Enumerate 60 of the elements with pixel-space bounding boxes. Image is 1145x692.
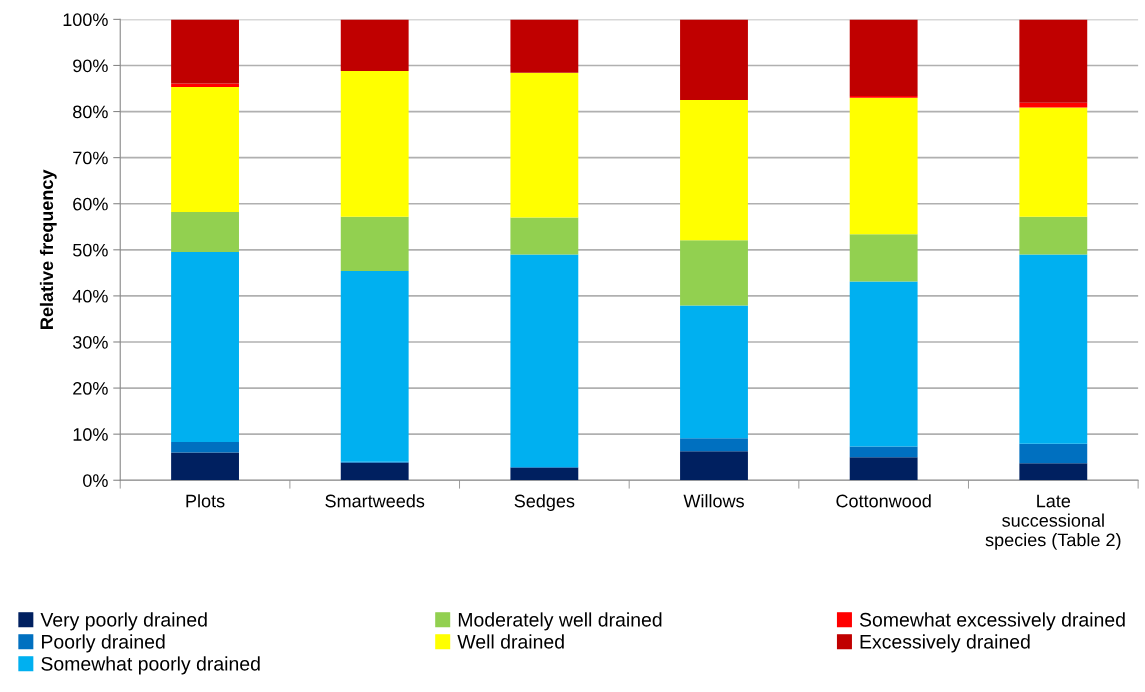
bar [680,100,748,241]
bar [340,19,409,71]
y-tick-label: 0% [83,474,108,487]
bar [171,252,239,442]
bar [510,467,579,481]
x-tick-label: Plots [186,494,225,508]
bar [171,83,239,88]
y-tick-label: 30% [72,335,108,349]
bar [849,457,918,481]
y-tick-label: 10% [73,428,108,441]
legend-label: Excessively drained [860,634,1030,653]
bar [680,240,748,306]
x-tick-label: Sedges [514,494,575,511]
bar [171,442,239,453]
bar [849,19,918,96]
x-tick-label: Cottonwood [836,494,931,508]
y-axis-title: Relative frequency [39,169,57,329]
y-tick-label: 80% [73,105,108,119]
bar [680,305,748,439]
legend-label: Somewhat poorly drained [41,656,260,675]
bar [510,254,579,467]
y-tick-label: 100% [63,13,108,27]
x-tick-label: Smartweeds [325,494,425,508]
y-tick-label: 60% [73,197,108,211]
bar [680,451,748,481]
bar [849,281,918,447]
x-tick-label: Late successional species (Table 2) [985,494,1121,550]
bar [510,72,579,218]
bar [1019,443,1088,464]
bar [510,19,579,73]
bar [171,452,239,481]
bar [171,19,239,84]
x-tick-label: Willows [683,494,744,508]
bar [849,234,918,282]
bar [680,19,748,101]
bar [510,217,579,255]
bar [171,87,239,213]
bar [340,216,409,272]
legend-label: Moderately well drained [458,612,662,631]
bar [1019,107,1088,217]
bar [1019,254,1088,444]
bar [849,446,918,458]
legend-label: Poorly drained [42,634,165,653]
bar [340,70,409,217]
y-tick-label: 90% [73,59,108,73]
y-tick-label: 70% [73,151,108,165]
bar [849,97,918,235]
y-tick-label: 20% [73,382,108,395]
legend-label: Somewhat excessively drained [859,612,1125,631]
bar [340,271,409,462]
y-tick-label: 50% [73,243,108,257]
legend-label: Very poorly drained [40,612,207,631]
bar [1019,19,1088,103]
bar [1019,463,1088,481]
bar [680,438,748,452]
legend-label: Well drained [457,634,564,649]
y-tick-label: 40% [72,289,108,303]
bar [340,462,409,481]
bar [171,212,239,253]
bar [1019,216,1088,255]
